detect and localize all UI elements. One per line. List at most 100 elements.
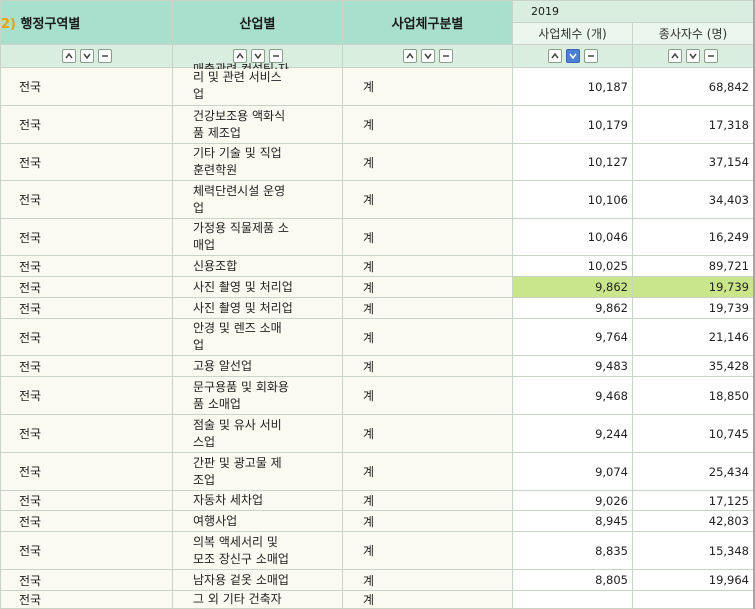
column-header-kind[interactable]: 사업체구분별 <box>342 0 513 45</box>
collapse-column-icon[interactable] <box>438 49 453 64</box>
industry-cell[interactable]: 간판 및 광고물 제 조업 <box>172 452 343 491</box>
region-cell[interactable]: 전국 <box>0 297 173 319</box>
kind-cell[interactable]: 계 <box>342 590 513 609</box>
workers-cell[interactable]: 34,403 <box>632 180 754 219</box>
businesses-cell[interactable]: 9,483 <box>512 355 633 377</box>
industry-cell[interactable]: 기타 기술 및 직업 훈련학원 <box>172 143 343 181</box>
sort-descending-icon[interactable] <box>79 49 94 64</box>
region-cell[interactable]: 전국 <box>0 414 173 453</box>
region-cell[interactable]: 전국 <box>0 531 173 570</box>
industry-cell[interactable]: 사진 촬영 및 처리업 <box>172 297 343 319</box>
region-cell[interactable]: 전국 <box>0 218 173 256</box>
businesses-cell[interactable]: 9,026 <box>512 490 633 511</box>
sort-descending-icon[interactable] <box>250 49 265 64</box>
businesses-cell[interactable]: 9,074 <box>512 452 633 491</box>
kind-cell[interactable]: 계 <box>342 452 513 491</box>
businesses-cell[interactable]: 9,862 <box>512 276 633 298</box>
businesses-cell[interactable]: 9,862 <box>512 297 633 319</box>
industry-cell[interactable]: 점술 및 유사 서비 스업 <box>172 414 343 453</box>
region-cell[interactable]: 전국 <box>0 569 173 591</box>
workers-cell[interactable]: 16,249 <box>632 218 754 256</box>
industry-cell[interactable]: 자동차 세차업 <box>172 490 343 511</box>
kind-cell[interactable]: 계 <box>342 105 513 144</box>
sort-ascending-icon[interactable] <box>61 49 76 64</box>
region-cell[interactable]: 전국 <box>0 318 173 356</box>
businesses-cell[interactable]: 9,244 <box>512 414 633 453</box>
kind-cell[interactable]: 계 <box>342 297 513 319</box>
region-cell[interactable]: 전국 <box>0 105 173 144</box>
kind-cell[interactable]: 계 <box>342 318 513 356</box>
workers-cell[interactable]: 10,745 <box>632 414 754 453</box>
region-cell[interactable]: 전국 <box>0 376 173 415</box>
industry-cell[interactable]: 고용 알선업 <box>172 355 343 377</box>
region-cell[interactable]: 전국 <box>0 510 173 532</box>
workers-cell[interactable]: 15,348 <box>632 531 754 570</box>
region-cell[interactable]: 전국 <box>0 490 173 511</box>
kind-cell[interactable]: 계 <box>342 276 513 298</box>
businesses-cell[interactable]: 10,127 <box>512 143 633 181</box>
industry-cell[interactable]: 체력단련시설 운영 업 <box>172 180 343 219</box>
column-header-industry[interactable]: 산업별 <box>172 0 343 45</box>
kind-cell[interactable]: 계 <box>342 67 513 106</box>
businesses-cell[interactable]: 10,025 <box>512 255 633 277</box>
businesses-cell[interactable]: 8,805 <box>512 569 633 591</box>
region-cell[interactable]: 전국 <box>0 590 173 609</box>
businesses-cell[interactable]: 10,187 <box>512 67 633 106</box>
industry-cell[interactable]: 건강보조용 액화식 품 제조업 <box>172 105 343 144</box>
region-cell[interactable]: 전국 <box>0 143 173 181</box>
industry-cell[interactable]: 가정용 직물제품 소 매업 <box>172 218 343 256</box>
workers-cell[interactable]: 21,146 <box>632 318 754 356</box>
kind-cell[interactable]: 계 <box>342 414 513 453</box>
workers-cell[interactable]: 18,850 <box>632 376 754 415</box>
kind-cell[interactable]: 계 <box>342 510 513 532</box>
collapse-column-icon[interactable] <box>268 49 283 64</box>
collapse-column-icon[interactable] <box>583 49 598 64</box>
kind-cell[interactable]: 계 <box>342 490 513 511</box>
industry-cell[interactable]: 사진 촬영 및 처리업 <box>172 276 343 298</box>
businesses-cell[interactable]: 10,179 <box>512 105 633 144</box>
region-cell[interactable]: 전국 <box>0 276 173 298</box>
industry-cell[interactable]: 매출관련 컨설팅·자 리 및 관련 서비스 업 <box>172 62 343 106</box>
sort-descending-icon[interactable] <box>565 49 580 64</box>
workers-cell[interactable]: 68,842 <box>632 67 754 106</box>
workers-cell[interactable]: 17,318 <box>632 105 754 144</box>
industry-cell[interactable]: 안경 및 렌즈 소매 업 <box>172 318 343 356</box>
businesses-cell[interactable]: 9,468 <box>512 376 633 415</box>
workers-cell[interactable]: 19,739 <box>632 276 754 298</box>
collapse-column-icon[interactable] <box>97 49 112 64</box>
sort-descending-icon[interactable] <box>420 49 435 64</box>
industry-cell[interactable]: 문구용품 및 회화용 품 소매업 <box>172 376 343 415</box>
businesses-cell[interactable]: 8,835 <box>512 531 633 570</box>
kind-cell[interactable]: 계 <box>342 143 513 181</box>
kind-cell[interactable]: 계 <box>342 376 513 415</box>
kind-cell[interactable]: 계 <box>342 180 513 219</box>
workers-cell[interactable]: 25,434 <box>632 452 754 491</box>
kind-cell[interactable]: 계 <box>342 569 513 591</box>
workers-cell[interactable]: 42,803 <box>632 510 754 532</box>
kind-cell[interactable]: 계 <box>342 355 513 377</box>
workers-cell[interactable]: 19,739 <box>632 297 754 319</box>
workers-cell[interactable]: 89,721 <box>632 255 754 277</box>
region-cell[interactable]: 전국 <box>0 67 173 106</box>
industry-cell[interactable]: 의복 액세서리 및 모조 장신구 소매업 <box>172 531 343 570</box>
businesses-cell[interactable]: 10,106 <box>512 180 633 219</box>
workers-cell[interactable]: 37,154 <box>632 143 754 181</box>
region-cell[interactable]: 전국 <box>0 255 173 277</box>
sort-ascending-icon[interactable] <box>547 49 562 64</box>
column-header-workers[interactable]: 종사자수 (명) <box>632 22 754 45</box>
kind-cell[interactable]: 계 <box>342 531 513 570</box>
businesses-cell[interactable]: 8,945 <box>512 510 633 532</box>
workers-cell[interactable]: 19,964 <box>632 569 754 591</box>
businesses-cell[interactable]: 9,764 <box>512 318 633 356</box>
region-cell[interactable]: 전국 <box>0 180 173 219</box>
vertical-scrollbar[interactable] <box>753 0 755 609</box>
industry-cell[interactable]: 여행사업 <box>172 510 343 532</box>
column-header-region[interactable]: 2) 행정구역별 <box>0 0 173 45</box>
industry-cell[interactable]: 신용조합 <box>172 255 343 277</box>
column-header-businesses[interactable]: 사업체수 (개) <box>512 22 633 45</box>
workers-cell[interactable] <box>632 590 754 609</box>
sort-descending-icon[interactable] <box>686 49 700 64</box>
businesses-cell[interactable] <box>512 590 633 609</box>
region-cell[interactable]: 전국 <box>0 452 173 491</box>
region-cell[interactable]: 전국 <box>0 355 173 377</box>
